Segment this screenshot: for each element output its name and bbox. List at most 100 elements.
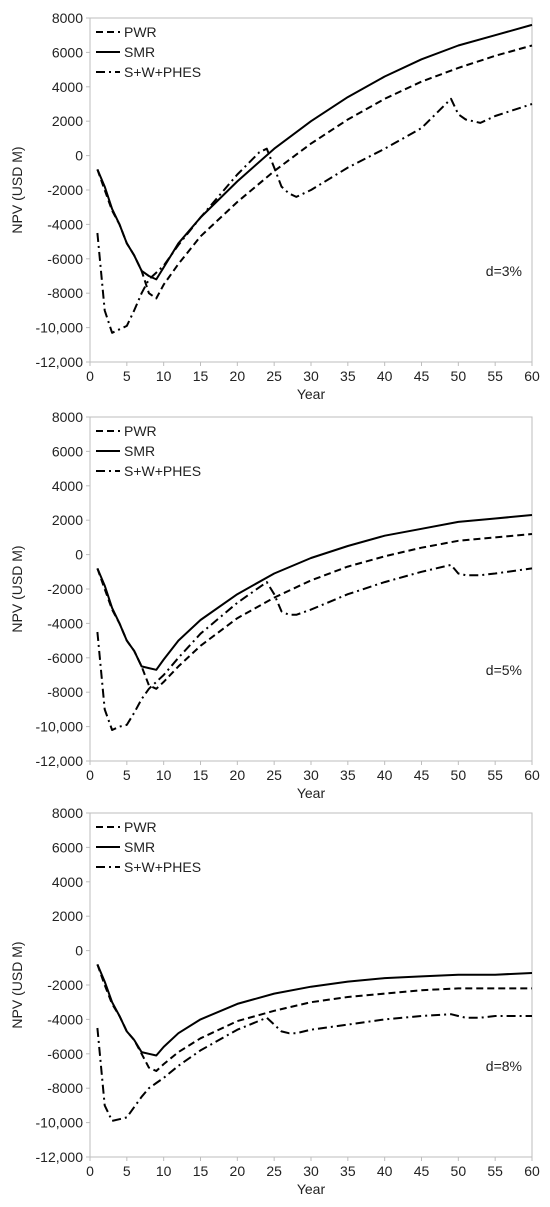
x-tick-label: 45 <box>414 1163 430 1179</box>
y-tick-label: -10,000 <box>36 320 84 336</box>
y-axis-title: NPV (USD M) <box>9 545 25 632</box>
y-tick-label: -8000 <box>47 285 83 301</box>
x-tick-label: 15 <box>193 368 209 384</box>
series-line-smr <box>96 964 533 1057</box>
x-tick-label: 50 <box>451 368 467 384</box>
y-axis-title: NPV (USD M) <box>9 146 25 233</box>
x-tick-label: 55 <box>487 1163 503 1179</box>
y-tick-label: -4000 <box>47 1011 83 1027</box>
x-tick-label: 25 <box>266 767 282 783</box>
series-line-pwr <box>96 533 533 690</box>
legend-label: PWR <box>124 423 157 439</box>
series-line-s-w-phes <box>96 97 533 334</box>
legend-label: S+W+PHES <box>124 463 201 479</box>
chart-panel-d5: -12,000 -10,000 -8000 -6000 -4000 -2000 0 2000 4… <box>0 399 550 804</box>
y-tick-label: 0 <box>75 148 83 164</box>
y-tick-label: -4000 <box>47 216 83 232</box>
x-tick-label: 30 <box>303 368 319 384</box>
x-tick-label: 60 <box>524 1163 540 1179</box>
y-tick-label: -6000 <box>47 251 83 267</box>
y-tick-label: -2000 <box>47 182 83 198</box>
x-tick-label: 5 <box>123 767 131 783</box>
y-tick-label: 8000 <box>52 805 83 821</box>
y-tick-label: 4000 <box>52 79 83 95</box>
y-tick-label: -6000 <box>47 650 83 666</box>
series-line-pwr <box>96 44 533 300</box>
y-tick-label: 8000 <box>52 409 83 425</box>
x-tick-label: 50 <box>451 1163 467 1179</box>
x-tick-label: 40 <box>377 767 393 783</box>
chart-svg: -12,000 -10,000 -8000 -6000 -4000 -2000 0 2000 4… <box>9 805 540 1197</box>
y-tick-label: 0 <box>75 547 83 563</box>
x-tick-label: 10 <box>156 1163 172 1179</box>
series-line-pwr <box>96 964 532 1072</box>
legend-label: S+W+PHES <box>124 64 201 80</box>
discount-rate-label: d=8% <box>486 1058 522 1074</box>
series-line-s-w-phes <box>96 563 533 731</box>
x-tick-label: 35 <box>340 1163 356 1179</box>
x-tick-label: 5 <box>123 368 131 384</box>
x-tick-label: 15 <box>193 1163 209 1179</box>
x-tick-label: 10 <box>156 368 172 384</box>
x-tick-label: 50 <box>451 767 467 783</box>
y-tick-label: -8000 <box>47 684 83 700</box>
y-tick-label: 6000 <box>52 443 83 459</box>
y-axis-title: NPV (USD M) <box>9 941 25 1028</box>
y-tick-label: 4000 <box>52 478 83 494</box>
y-tick-label: -10,000 <box>36 719 84 735</box>
chart-svg: -12,000 -10,000 -8000 -6000 -4000 -2000 0 2000 4… <box>9 409 540 801</box>
x-tick-label: 40 <box>377 1163 393 1179</box>
x-axis-title: Year <box>297 386 326 402</box>
x-tick-label: 25 <box>266 368 282 384</box>
y-tick-label: 2000 <box>52 908 83 924</box>
series-line-smr <box>96 514 533 671</box>
x-tick-label: 20 <box>230 368 246 384</box>
x-tick-label: 30 <box>303 1163 319 1179</box>
legend-label: PWR <box>124 24 157 40</box>
y-tick-label: -2000 <box>47 977 83 993</box>
x-tick-label: 45 <box>414 767 430 783</box>
x-tick-label: 0 <box>86 1163 94 1179</box>
y-tick-label: -10,000 <box>36 1115 84 1131</box>
y-tick-label: 2000 <box>52 113 83 129</box>
y-tick-label: -12,000 <box>36 354 84 370</box>
y-tick-label: 6000 <box>52 44 83 60</box>
series-line-s-w-phes <box>96 1013 532 1122</box>
x-tick-label: 55 <box>487 368 503 384</box>
x-tick-label: 35 <box>340 767 356 783</box>
x-tick-label: 0 <box>86 368 94 384</box>
x-tick-label: 45 <box>414 368 430 384</box>
y-tick-label: -12,000 <box>36 753 84 769</box>
x-tick-label: 35 <box>340 368 356 384</box>
x-tick-label: 55 <box>487 767 503 783</box>
x-tick-label: 10 <box>156 767 172 783</box>
x-tick-label: 20 <box>230 767 246 783</box>
chart-svg: -12,000 -10,000 -8000 -6000 -4000 -2000 0 2000 4… <box>9 10 540 402</box>
chart-panel-d8: -12,000 -10,000 -8000 -6000 -4000 -2000 0 2000 4… <box>0 795 550 1200</box>
y-tick-label: 2000 <box>52 512 83 528</box>
y-tick-label: 0 <box>75 943 83 959</box>
y-tick-label: 6000 <box>52 839 83 855</box>
y-tick-label: -2000 <box>47 581 83 597</box>
x-tick-label: 15 <box>193 767 209 783</box>
x-tick-label: 30 <box>303 767 319 783</box>
y-tick-label: -4000 <box>47 615 83 631</box>
x-tick-label: 5 <box>123 1163 131 1179</box>
x-axis-title: Year <box>297 1181 326 1197</box>
series-line-smr <box>96 23 533 281</box>
x-tick-label: 25 <box>266 1163 282 1179</box>
x-tick-label: 40 <box>377 368 393 384</box>
legend-label: SMR <box>124 443 155 459</box>
discount-rate-label: d=5% <box>486 662 522 678</box>
legend-label: SMR <box>124 839 155 855</box>
legend-label: S+W+PHES <box>124 859 201 875</box>
discount-rate-label: d=3% <box>486 263 522 279</box>
y-tick-label: -8000 <box>47 1080 83 1096</box>
y-tick-label: 8000 <box>52 10 83 26</box>
x-tick-label: 60 <box>524 368 540 384</box>
chart-panel-d3: -12,000 -10,000 -8000 -6000 -4000 -2000 0 2000 4… <box>0 0 550 405</box>
y-tick-label: -6000 <box>47 1046 83 1062</box>
legend-label: SMR <box>124 44 155 60</box>
x-tick-label: 20 <box>230 1163 246 1179</box>
